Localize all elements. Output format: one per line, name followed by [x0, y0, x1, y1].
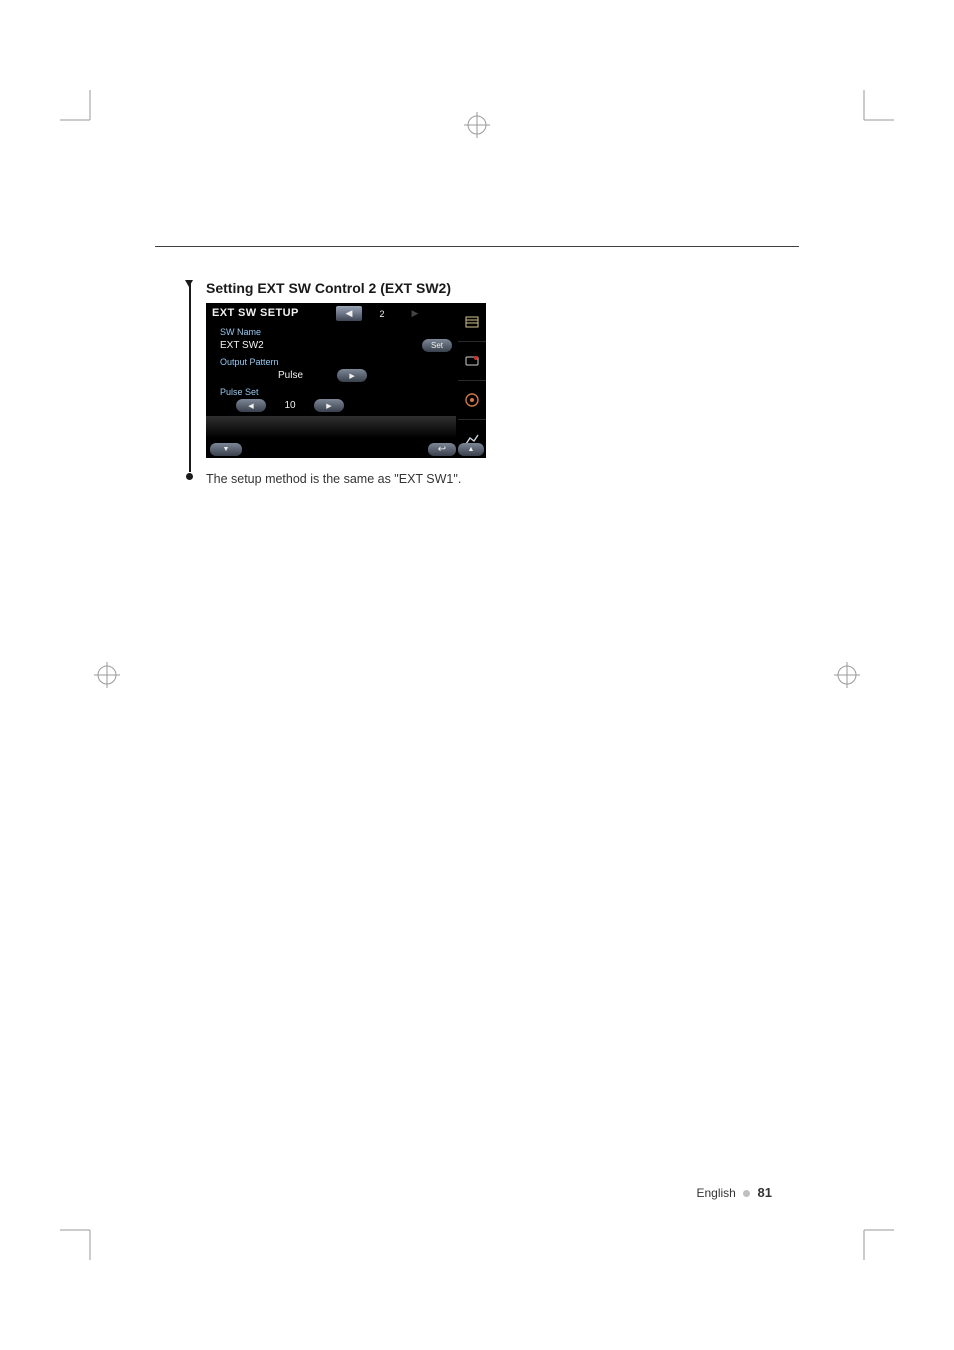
value-pulse-set: 10	[276, 400, 304, 411]
registration-mark-top	[462, 110, 492, 140]
chevron-up-icon: ▲	[468, 446, 475, 453]
registration-mark-left	[92, 660, 122, 690]
row-output-pattern: Output Pattern Pulse	[212, 357, 456, 382]
crop-mark-tr	[848, 90, 894, 136]
crop-mark-tl	[60, 90, 106, 136]
page-footer: English 81	[696, 1185, 772, 1200]
footer-language: English	[696, 1186, 735, 1200]
screen-header: EXT SW SETUP ◀ 2 ▶	[206, 303, 486, 325]
screen-bottom-gradient	[206, 416, 456, 438]
top-rule	[155, 246, 799, 247]
tab-prev-button[interactable]: ◀	[336, 306, 362, 321]
pulse-set-increase-button[interactable]	[314, 399, 344, 412]
page: Setting EXT SW Control 2 (EXT SW2) EXT S…	[0, 0, 954, 1350]
row-sw-name: SW Name EXT SW2 Set	[212, 327, 456, 352]
label-output-pattern: Output Pattern	[220, 357, 456, 367]
device-screen: EXT SW SETUP ◀ 2 ▶	[206, 303, 486, 458]
side-icon-2[interactable]	[458, 341, 486, 380]
step-timeline-marker	[184, 280, 196, 480]
side-icon-bar	[458, 303, 486, 458]
side-icon-1[interactable]	[458, 303, 486, 341]
content-block: Setting EXT SW Control 2 (EXT SW2) EXT S…	[206, 280, 706, 486]
footer-back-button[interactable]: ↩	[428, 443, 456, 456]
crop-mark-bl	[60, 1214, 106, 1260]
side-icon-3[interactable]	[458, 380, 486, 419]
output-pattern-next-button[interactable]	[337, 369, 367, 382]
pulse-set-decrease-button[interactable]	[236, 399, 266, 412]
value-sw-name: EXT SW2	[220, 340, 264, 351]
footer-up-button[interactable]: ▲	[458, 443, 484, 456]
row-pulse-set: Pulse Set 10	[212, 387, 456, 412]
section-heading: Setting EXT SW Control 2 (EXT SW2)	[206, 280, 706, 296]
caption-text: The setup method is the same as "EXT SW1…	[206, 472, 706, 486]
page-number: 81	[758, 1185, 772, 1200]
screen-title: EXT SW SETUP	[212, 307, 299, 319]
crop-mark-br	[848, 1214, 894, 1260]
return-icon: ↩	[438, 444, 446, 455]
label-sw-name: SW Name	[220, 327, 456, 337]
label-pulse-set: Pulse Set	[220, 387, 456, 397]
tab-next-button[interactable]: ▶	[402, 306, 428, 321]
footer-separator-dot	[743, 1190, 750, 1197]
chevron-down-icon: ▼	[223, 446, 230, 453]
footer-down-button[interactable]: ▼	[210, 443, 242, 456]
screen-footer: ▼ ↩ ▲	[206, 440, 486, 458]
registration-mark-right	[832, 660, 862, 690]
value-output-pattern: Pulse	[278, 370, 303, 381]
set-button[interactable]: Set	[422, 339, 452, 352]
tab-index: 2	[366, 306, 398, 321]
